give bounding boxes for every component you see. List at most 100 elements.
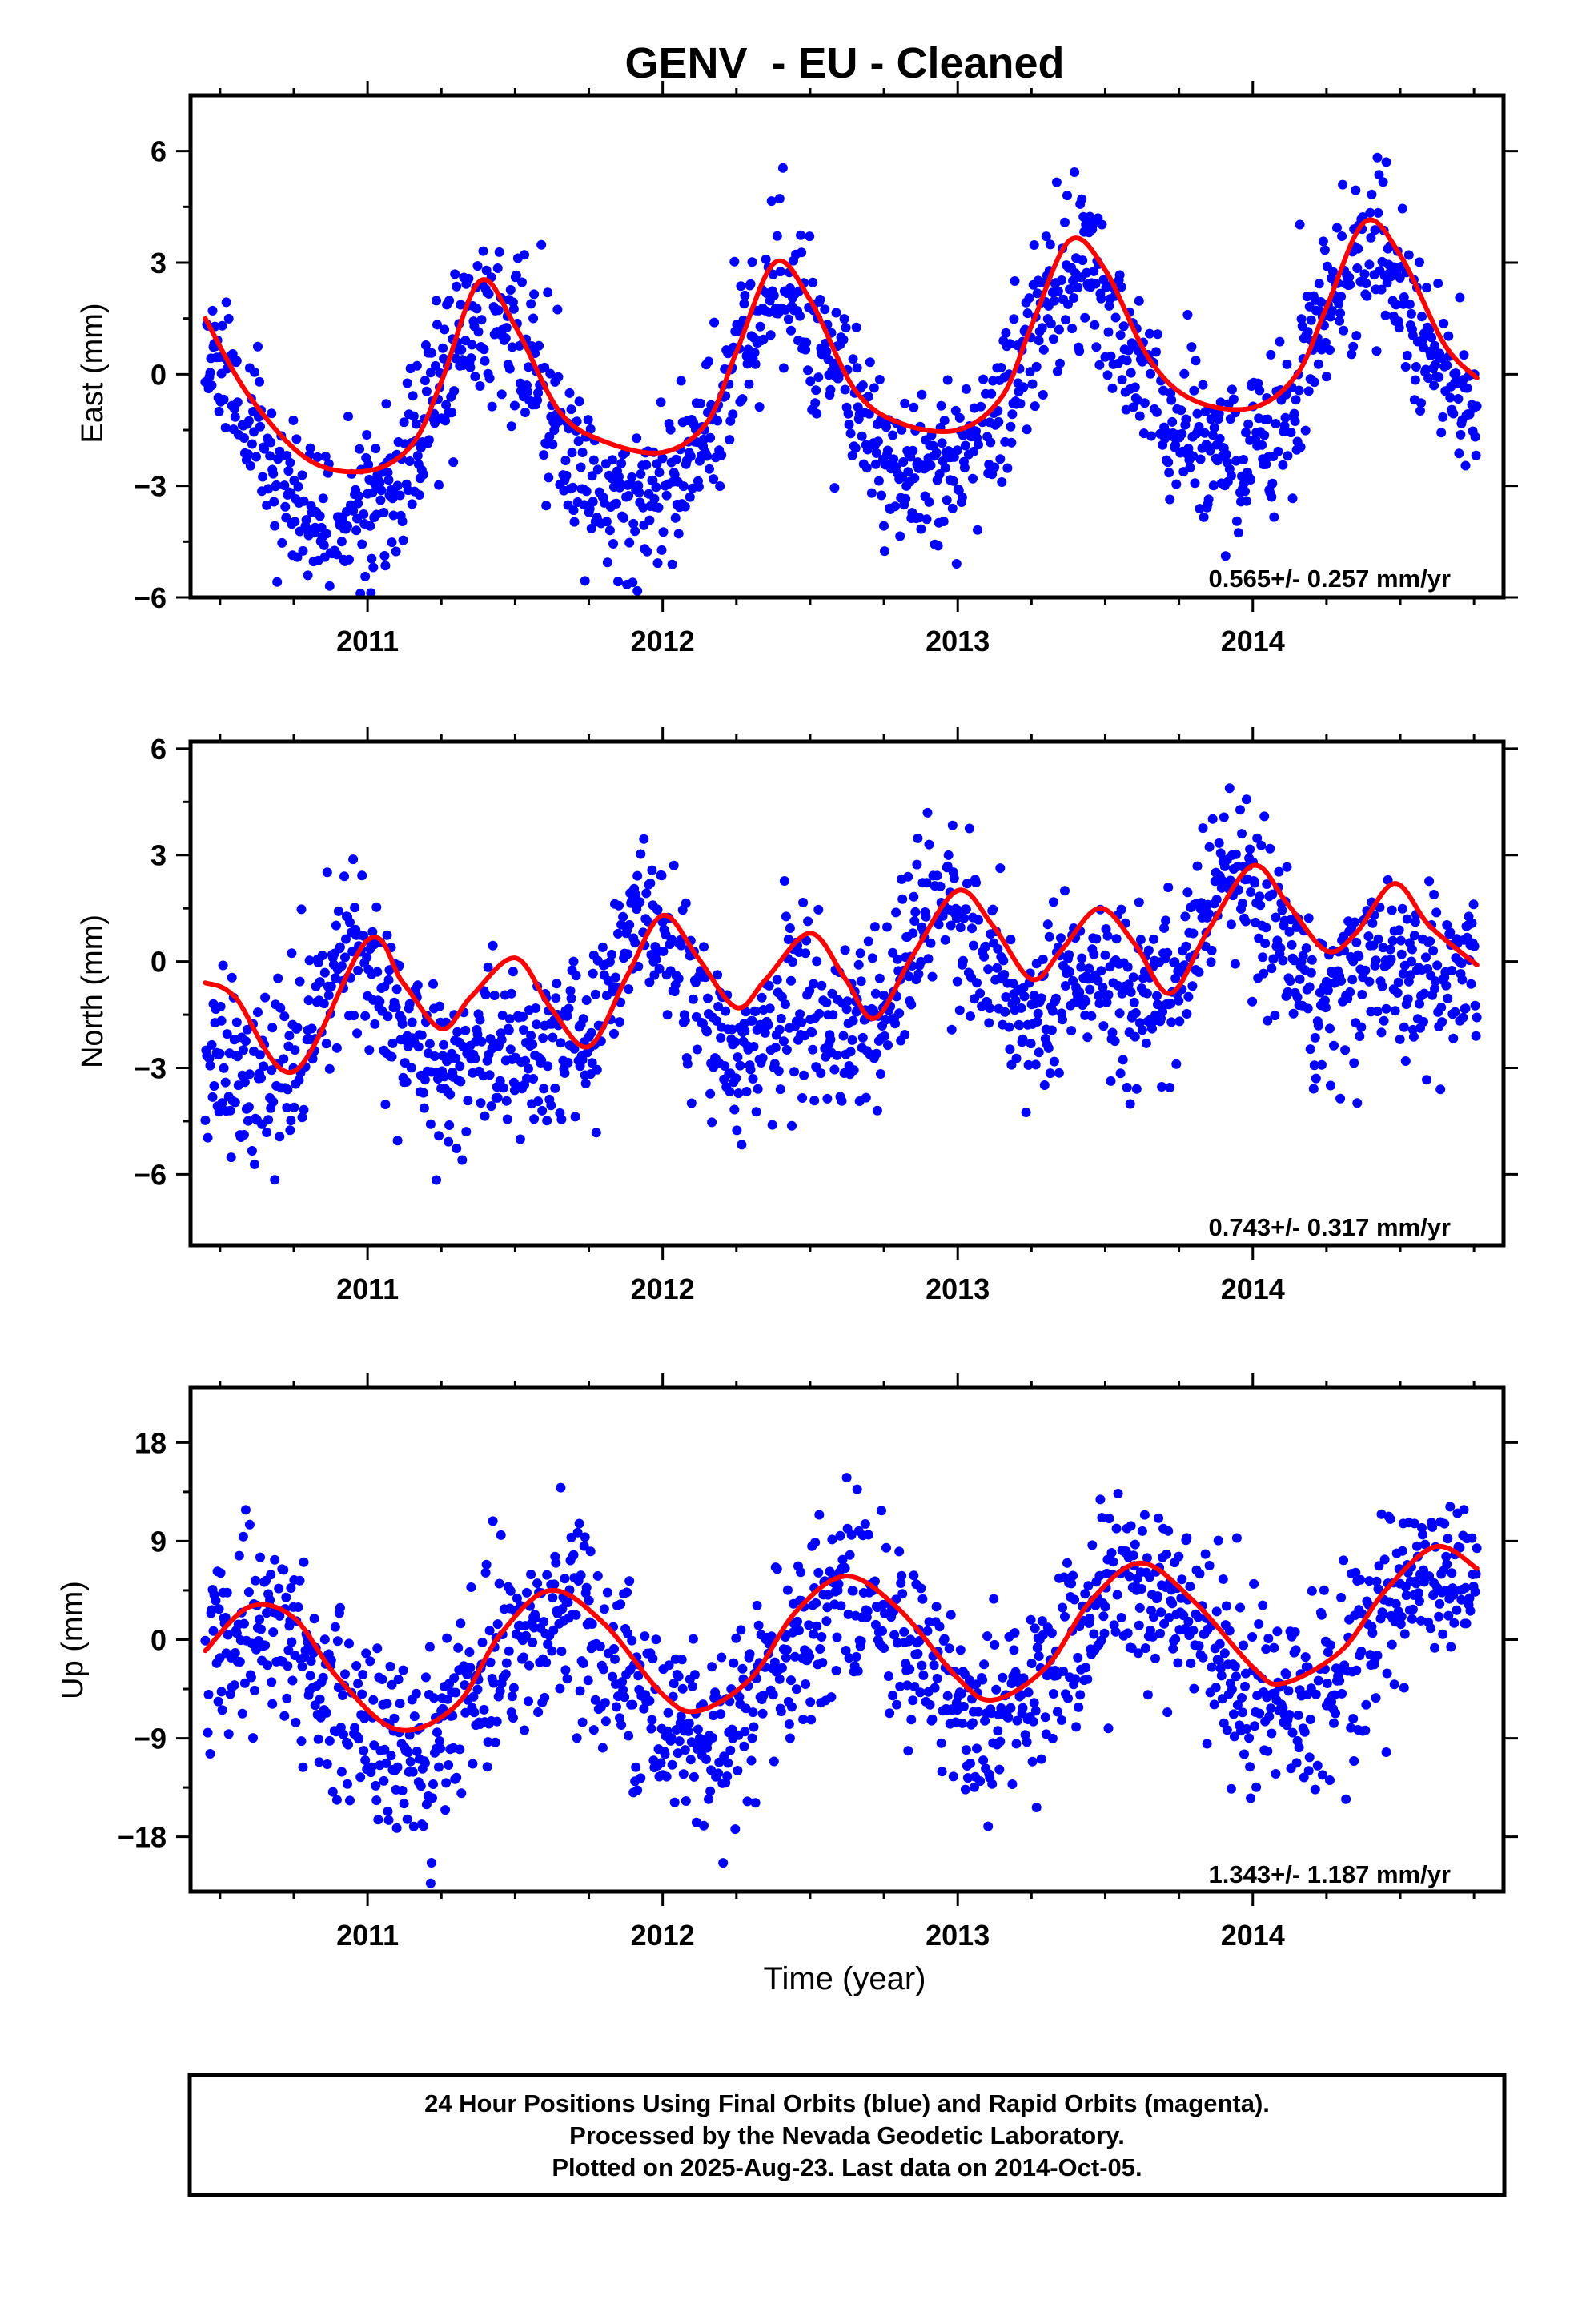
north-data-point — [1271, 912, 1281, 923]
north-data-point — [927, 971, 938, 982]
north-xtick-label: 2013 — [926, 1273, 990, 1305]
east-data-point — [805, 231, 815, 242]
up-data-point — [1290, 1627, 1300, 1637]
east-data-point — [1456, 429, 1466, 440]
east-data-point — [1110, 312, 1121, 323]
up-data-point — [730, 1824, 741, 1835]
up-data-point — [673, 1671, 684, 1682]
up-data-point — [443, 1694, 453, 1704]
north-data-point — [238, 1045, 248, 1055]
east-data-point — [1471, 450, 1481, 460]
north-data-point — [688, 994, 698, 1004]
north-data-point — [322, 867, 332, 878]
east-data-point — [1303, 386, 1314, 396]
east-data-point — [693, 481, 704, 492]
north-data-point — [1447, 966, 1457, 975]
up-data-point — [978, 1755, 989, 1766]
east-data-point — [383, 468, 393, 478]
up-data-point — [355, 1772, 366, 1783]
east-data-point — [808, 277, 818, 287]
east-data-point — [1325, 345, 1335, 355]
north-data-point — [1010, 995, 1021, 1006]
east-data-point — [908, 445, 918, 456]
north-data-point — [1422, 1075, 1431, 1085]
north-data-point — [1372, 1007, 1383, 1016]
north-data-point — [1319, 995, 1330, 1006]
north-data-point — [243, 1116, 253, 1126]
up-data-point — [358, 1670, 368, 1679]
up-data-point — [418, 1821, 428, 1831]
up-data-point — [338, 1691, 347, 1700]
up-data-point — [1003, 1712, 1014, 1723]
north-data-point — [1295, 974, 1305, 984]
east-data-point — [1061, 315, 1070, 325]
up-data-point — [908, 1695, 918, 1706]
north-data-point — [319, 999, 329, 1009]
north-data-point — [359, 931, 369, 941]
east-data-point — [496, 389, 507, 400]
north-data-point — [999, 970, 1010, 979]
east-data-point — [379, 508, 389, 517]
up-data-point — [640, 1631, 650, 1642]
north-data-point — [1215, 848, 1226, 858]
north-data-point — [508, 967, 518, 977]
north-data-point — [492, 1092, 503, 1103]
north-data-point — [952, 976, 962, 987]
up-data-point — [1247, 1632, 1258, 1642]
up-data-point — [547, 1646, 557, 1656]
north-ytick-label: −6 — [134, 1158, 167, 1191]
north-data-point — [1246, 887, 1256, 897]
up-data-point — [1010, 1628, 1020, 1638]
north-data-point — [259, 1061, 269, 1072]
east-data-point — [492, 263, 503, 273]
north-data-point — [1238, 899, 1247, 909]
north-data-point — [958, 955, 968, 966]
up-data-point — [785, 1733, 795, 1743]
north-data-point — [757, 992, 767, 1003]
north-data-point — [1048, 897, 1058, 907]
north-data-point — [1216, 883, 1227, 893]
north-data-point — [353, 965, 363, 975]
north-data-point — [304, 955, 315, 966]
up-data-point — [853, 1666, 863, 1676]
up-data-point — [585, 1546, 596, 1557]
up-data-point — [1211, 1683, 1221, 1693]
east-data-point — [1278, 460, 1288, 470]
north-data-point — [780, 999, 790, 1010]
north-data-point — [1153, 999, 1162, 1010]
up-data-point — [1258, 1600, 1268, 1610]
north-data-point — [1163, 883, 1174, 892]
up-data-point — [590, 1695, 600, 1705]
east-data-point — [376, 485, 387, 496]
north-data-point — [1126, 987, 1136, 997]
east-data-point — [1397, 203, 1407, 214]
north-data-point — [1203, 908, 1214, 919]
up-data-point — [1351, 1665, 1362, 1675]
north-data-point — [1354, 951, 1364, 962]
up-data-point — [982, 1631, 993, 1642]
north-data-point — [240, 1036, 251, 1047]
north-data-point — [1457, 975, 1468, 985]
north-data-point — [618, 911, 628, 922]
east-data-point — [803, 365, 813, 376]
up-data-point — [725, 1745, 736, 1755]
east-data-point — [1195, 504, 1205, 514]
north-data-point — [812, 956, 822, 967]
up-data-point — [1261, 1644, 1271, 1655]
north-data-point — [827, 988, 837, 999]
north-data-point — [849, 1065, 859, 1076]
east-data-point — [888, 430, 898, 440]
up-data-point — [729, 1658, 739, 1668]
up-data-point — [632, 1785, 643, 1795]
north-data-point — [1377, 981, 1387, 991]
up-data-point — [708, 1733, 718, 1743]
up-data-point — [1040, 1712, 1050, 1723]
east-data-point — [1081, 219, 1091, 230]
up-data-point — [235, 1657, 245, 1667]
up-data-point — [283, 1645, 294, 1655]
east-data-point — [472, 304, 482, 314]
east-data-point — [995, 454, 1006, 464]
north-data-point — [340, 952, 350, 963]
up-data-point — [465, 1663, 476, 1673]
up-data-point — [1130, 1539, 1140, 1550]
